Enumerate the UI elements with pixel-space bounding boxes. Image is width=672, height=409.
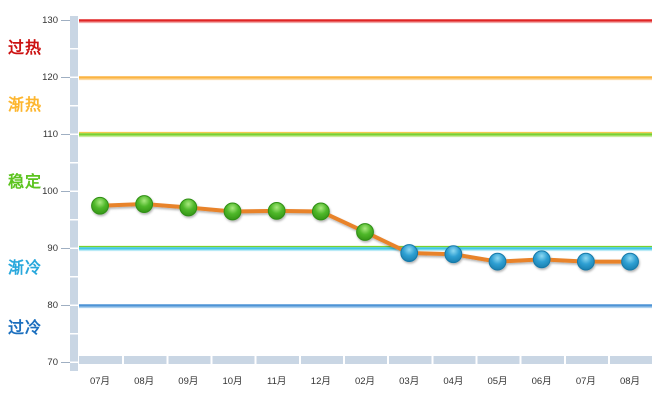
data-point-marker[interactable] — [135, 195, 154, 213]
y-tick-mark — [61, 361, 70, 364]
y-tick-label: 70 — [47, 357, 58, 368]
zone-label: 渐热 — [8, 97, 43, 115]
data-point-marker[interactable] — [576, 252, 595, 271]
x-tick-label: 12月 — [310, 376, 331, 387]
data-point-marker[interactable] — [444, 245, 463, 264]
y-tick-label: 100 — [42, 186, 58, 197]
y-tick-label: 130 — [42, 15, 58, 26]
x-tick-label: 06月 — [531, 376, 552, 387]
x-tick-label: 11月 — [266, 376, 287, 387]
y-tick-mark — [61, 19, 70, 22]
x-tick-label: 08月 — [619, 376, 641, 387]
x-tick-label: 07月 — [89, 376, 111, 387]
x-tick-label: 04月 — [443, 376, 464, 387]
data-point-marker[interactable] — [179, 198, 198, 217]
x-tick-label: 10月 — [222, 376, 243, 387]
y-axis-band — [70, 16, 78, 371]
y-tick-mark — [61, 247, 70, 250]
y-tick-label: 90 — [47, 243, 58, 254]
x-axis-band — [78, 355, 653, 364]
y-tick-label: 120 — [42, 72, 58, 83]
y-tick-label: 80 — [47, 300, 58, 311]
y-tick-label: 110 — [42, 129, 58, 140]
data-point-marker[interactable] — [488, 252, 507, 271]
y-tick-mark — [61, 190, 70, 193]
x-tick-label: 03月 — [399, 376, 420, 387]
data-point-marker[interactable] — [400, 244, 419, 262]
x-tick-label: 07月 — [575, 376, 596, 387]
zone-label: 渐冷 — [8, 260, 43, 278]
data-point-marker[interactable] — [532, 250, 551, 269]
data-point-marker[interactable] — [311, 202, 330, 221]
zone-label: 稳定 — [8, 174, 43, 192]
y-tick-mark — [61, 304, 70, 307]
x-tick-label: 09月 — [178, 376, 199, 387]
data-point-marker[interactable] — [91, 196, 109, 215]
zone-label: 过冷 — [8, 319, 43, 337]
y-tick-mark — [61, 133, 70, 136]
y-tick-mark — [61, 76, 70, 79]
data-point-marker[interactable] — [267, 201, 286, 220]
data-point-marker[interactable] — [621, 252, 639, 271]
x-tick-label: 02月 — [354, 376, 376, 387]
x-tick-label: 05月 — [487, 376, 508, 387]
zone-label: 过热 — [8, 40, 43, 58]
data-point-marker[interactable] — [356, 223, 374, 241]
data-point-marker[interactable] — [223, 202, 242, 221]
x-tick-label: 08月 — [134, 376, 155, 387]
data-series — [91, 195, 639, 271]
